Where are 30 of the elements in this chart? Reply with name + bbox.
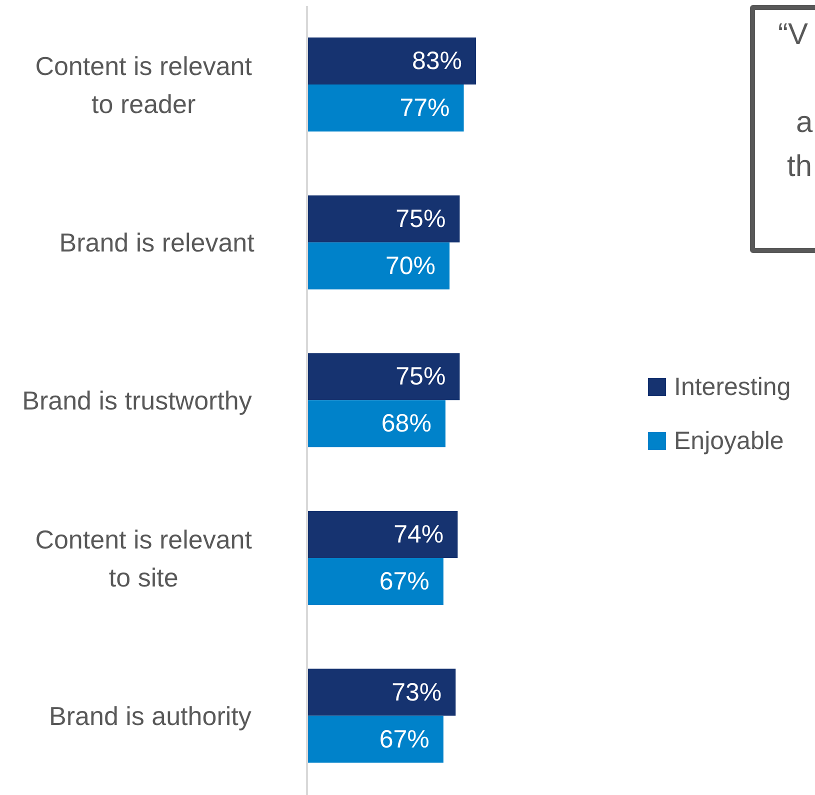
y-tick-label: Brand is relevant <box>59 228 256 258</box>
bar <box>307 84 464 132</box>
data-label: 68% <box>381 410 432 438</box>
bar <box>307 195 460 242</box>
y-tick-label: Content is relevant to reader <box>35 50 253 119</box>
data-label: 67% <box>379 725 430 754</box>
legend-label: Enjoyable <box>674 426 784 457</box>
data-label: 77% <box>400 94 450 122</box>
bar <box>307 510 458 558</box>
bar <box>307 353 460 400</box>
data-label: 73% <box>392 678 442 706</box>
data-label: 67% <box>379 567 430 596</box>
bar <box>307 242 450 290</box>
bar <box>307 716 444 763</box>
bar <box>307 400 446 448</box>
bar <box>307 668 456 716</box>
data-label: 83% <box>412 47 462 76</box>
data-label: 74% <box>394 520 444 548</box>
text: th <box>787 150 812 184</box>
text: “V <box>778 18 808 52</box>
data-label: 70% <box>385 252 436 280</box>
data-label: 75% <box>396 362 446 391</box>
data-label: 75% <box>396 204 446 233</box>
text: a <box>796 106 813 140</box>
y-tick-label: Brand is authority <box>49 701 252 732</box>
bar <box>307 558 444 605</box>
legend-label: Interesting <box>674 372 791 403</box>
y-tick-label: Content is relevant to site <box>35 524 253 592</box>
y-tick-label: Brand is trustworthy <box>22 386 252 416</box>
bar <box>307 38 476 85</box>
